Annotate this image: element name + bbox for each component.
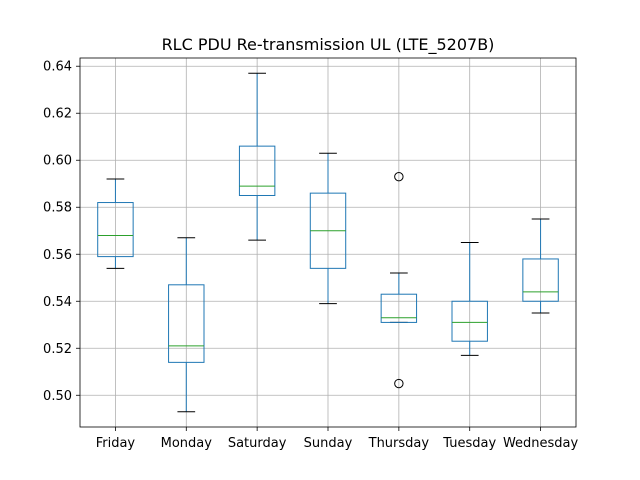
- y-tick-label: 0.56: [43, 248, 72, 263]
- x-tick-label: Tuesday: [442, 436, 496, 451]
- y-tick-label: 0.62: [43, 107, 72, 122]
- y-tick-label: 0.50: [43, 389, 72, 404]
- iqr-box: [522, 258, 559, 302]
- box-group-monday: [168, 237, 205, 413]
- y-tick-label: 0.64: [43, 60, 72, 75]
- box-group-wednesday: [522, 218, 559, 314]
- iqr-box: [380, 293, 418, 323]
- iqr-box: [451, 300, 488, 342]
- chart-title: RLC PDU Re-transmission UL (LTE_5207B): [162, 35, 495, 55]
- x-tick-label: Wednesday: [503, 436, 579, 451]
- y-tick-label: 0.54: [43, 295, 72, 310]
- x-tick-label: Friday: [96, 436, 136, 451]
- axis-layer: 0.50 0.52 0.54 0.56 0.58 0.60 0.62 0.64 Friday Mo…: [43, 57, 579, 451]
- x-tick-label: Saturday: [228, 436, 287, 451]
- x-tick-label: Sunday: [304, 436, 353, 451]
- outlier-point: [394, 378, 404, 389]
- iqr-box: [97, 202, 134, 258]
- y-tick-label: 0.52: [43, 342, 72, 357]
- box-group-friday: [97, 178, 134, 269]
- outlier-point: [394, 171, 404, 182]
- y-tick-label: 0.60: [43, 154, 72, 169]
- box-group-saturday: [238, 72, 276, 241]
- y-tick-label: 0.58: [43, 201, 72, 216]
- box-group-tuesday: [451, 242, 488, 356]
- x-tick-label: Monday: [161, 436, 213, 451]
- x-tick-label: Thursday: [368, 436, 430, 451]
- iqr-box: [238, 145, 276, 196]
- box-group-thursday: [380, 171, 418, 389]
- iqr-box: [168, 284, 205, 363]
- box-layer: [97, 72, 559, 413]
- box-group-sunday: [309, 152, 347, 305]
